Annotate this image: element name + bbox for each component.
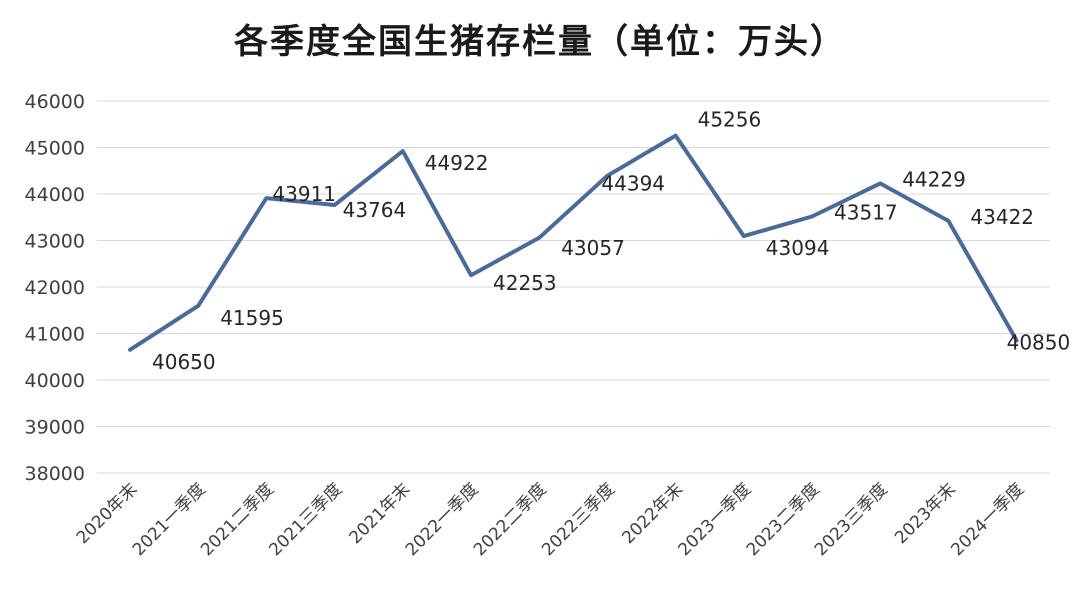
data-label: 45256 xyxy=(698,108,762,132)
x-tick-label: 2022二季度 xyxy=(470,479,551,560)
x-tick-label: 2020年末 xyxy=(73,479,142,548)
series-line-group xyxy=(128,133,1019,352)
x-tick-label: 2024一季度 xyxy=(947,479,1028,560)
data-label: 43911 xyxy=(272,182,336,206)
x-tick-label: 2023二季度 xyxy=(743,479,824,560)
data-label: 44229 xyxy=(902,167,966,191)
y-tick-label: 44000 xyxy=(25,184,85,206)
x-tick-label: 2023年末 xyxy=(891,479,960,548)
x-tick-label: 2021一季度 xyxy=(129,479,210,560)
y-tick-label: 42000 xyxy=(25,277,85,299)
y-tick-label: 39000 xyxy=(25,417,85,439)
x-tick-label: 2022三季度 xyxy=(538,479,619,560)
y-tick-label: 46000 xyxy=(25,91,85,113)
data-label: 40650 xyxy=(152,350,216,374)
data-label: 43094 xyxy=(766,236,830,260)
data-label: 43517 xyxy=(834,200,898,224)
data-label: 43422 xyxy=(970,205,1034,229)
x-tick-label: 2023三季度 xyxy=(811,479,892,560)
chart-title: 各季度全国生猪存栏量（单位：万头） xyxy=(234,22,846,62)
y-tick-label: 40000 xyxy=(25,370,85,392)
x-tick-label: 2021二季度 xyxy=(197,479,278,560)
x-tick-label: 2022一季度 xyxy=(402,479,483,560)
y-tick-label: 43000 xyxy=(25,231,85,253)
data-label: 43057 xyxy=(561,236,625,260)
data-label: 44922 xyxy=(425,151,489,175)
grid-lines xyxy=(97,100,1050,474)
series-line xyxy=(128,133,1019,352)
x-tick-label: 2022年末 xyxy=(618,479,687,548)
x-tick-label: 2023一季度 xyxy=(675,479,756,560)
data-label: 43764 xyxy=(343,198,407,222)
y-tick-label: 45000 xyxy=(25,138,85,160)
data-label: 40850 xyxy=(1007,330,1071,354)
x-tick-label: 2021年末 xyxy=(346,479,415,548)
y-axis: 38000 39000 40000 41000 42000 43000 44000 45000… xyxy=(25,91,85,485)
y-tick-label: 38000 xyxy=(25,463,85,485)
x-tick-label: 2021三季度 xyxy=(265,479,346,560)
data-label: 42253 xyxy=(493,271,557,295)
y-tick-label: 41000 xyxy=(25,324,85,346)
data-label: 41595 xyxy=(220,306,284,330)
data-label: 44394 xyxy=(601,172,665,196)
